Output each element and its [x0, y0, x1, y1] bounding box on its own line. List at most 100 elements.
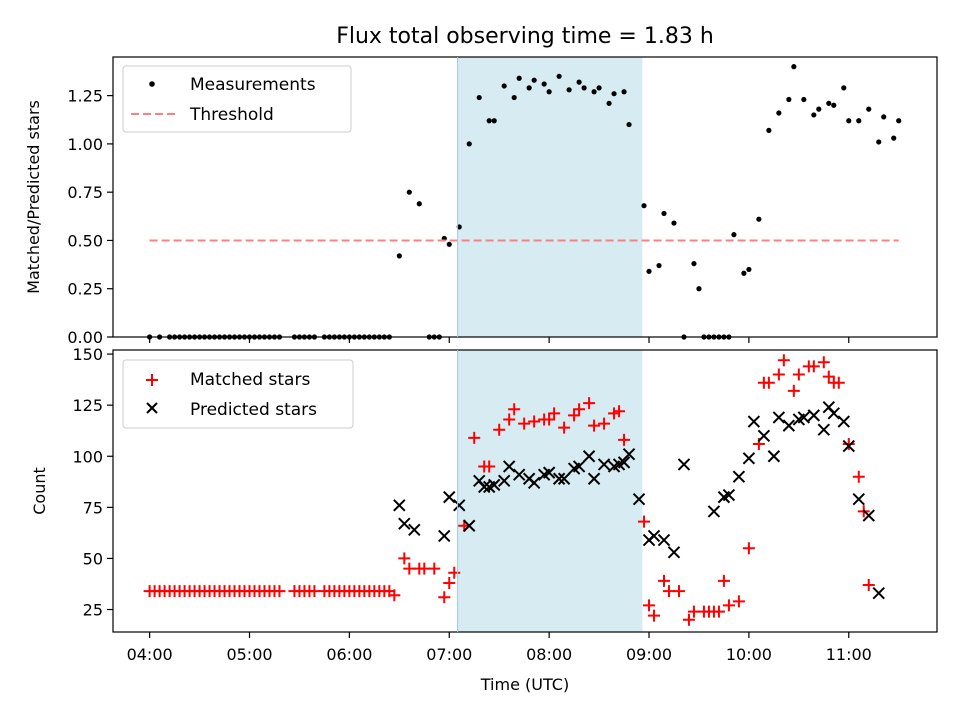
measurement-point — [846, 118, 852, 124]
predicted-star-point — [478, 480, 491, 494]
x-tick-label: 05:00 — [226, 645, 272, 664]
predicted-star-point — [852, 492, 865, 506]
x-tick-label: 09:00 — [626, 645, 672, 664]
predicted-star-point — [647, 529, 661, 543]
x-tick-label: 11:00 — [826, 645, 872, 664]
legend-measurements-label: Measurements — [190, 75, 316, 95]
matched-star-point — [583, 397, 596, 410]
matched-star-point — [792, 368, 805, 381]
predicted-star-point — [747, 415, 761, 428]
matched-star-point — [822, 370, 835, 383]
measurement-point — [776, 110, 782, 116]
measurement-point — [486, 118, 492, 124]
measurement-point — [671, 220, 677, 226]
measurement-point — [801, 96, 807, 103]
matched-star-point — [493, 423, 506, 436]
matched-star-point — [832, 376, 845, 389]
predicted-star-point — [527, 476, 541, 490]
matched-star-point — [438, 591, 451, 604]
predicted-star-point — [502, 460, 516, 473]
predicted-star-point — [842, 439, 855, 453]
top-y-axis-label: Matched/Predicted stars — [24, 100, 43, 294]
legend-predicted-label: Predicted stars — [190, 400, 317, 420]
measurement-point — [826, 100, 832, 106]
matched-star-point — [807, 360, 820, 373]
measurement-point — [501, 83, 507, 89]
legend-matched-marker — [146, 374, 158, 386]
legend-matched-label: Matched stars — [190, 370, 310, 390]
predicted-star-point — [542, 466, 556, 479]
measurement-point — [896, 118, 902, 124]
bottom-legend: Matched stars Predicted stars — [122, 359, 354, 429]
measurement-point — [646, 268, 652, 274]
predicted-star-point — [438, 529, 451, 543]
predicted-star-point — [557, 472, 571, 485]
measurement-point — [576, 79, 582, 85]
x-tick-label: 07:00 — [426, 645, 472, 664]
top-legend: Measurements Threshold — [122, 65, 352, 133]
predicted-star-point — [817, 423, 831, 436]
y-tick-label: 50 — [83, 549, 103, 568]
matched-star-point — [817, 356, 830, 369]
matched-star-point — [508, 403, 521, 416]
matched-star-point — [712, 605, 725, 618]
matched-star-point — [588, 419, 601, 432]
matched-star-point — [518, 417, 531, 430]
measurement-point — [641, 203, 647, 209]
y-tick-label: 0.75 — [67, 183, 103, 202]
predicted-star-point — [807, 409, 821, 422]
chart-title: Flux total observing time = 1.83 h — [336, 24, 714, 49]
predicted-star-point — [837, 415, 850, 428]
measurement-point — [591, 89, 597, 95]
matched-star-point — [573, 403, 586, 416]
predicted-star-point — [772, 411, 786, 424]
measurement-point — [831, 102, 837, 108]
measurement-point — [766, 127, 772, 133]
matched-star-point — [548, 407, 561, 420]
y-tick-label: 0.00 — [67, 328, 103, 347]
measurement-point — [881, 114, 887, 120]
measurement-point — [596, 85, 602, 91]
predicted-star-point — [512, 468, 526, 481]
predicted-star-point — [732, 470, 746, 483]
predicted-star-point — [782, 419, 796, 432]
predicted-star-point — [657, 533, 671, 547]
matched-star-point — [717, 574, 730, 587]
predicted-star-point — [497, 474, 511, 487]
top-panel: 0.00 0.25 0.50 0.75 1.00 1.25 Matched/Predict… — [24, 56, 938, 347]
predicted-star-point — [398, 517, 411, 530]
matched-star-point — [568, 409, 581, 422]
predicted-star-point — [797, 411, 811, 424]
matched-star-point — [443, 576, 456, 589]
predicted-star-point — [767, 450, 781, 463]
measurement-point — [696, 286, 702, 292]
measurement-point — [581, 85, 587, 91]
measurement-point — [891, 135, 897, 141]
measurement-point — [556, 73, 562, 79]
measurement-point — [446, 241, 452, 247]
y-tick-label: 0.25 — [67, 280, 103, 299]
matched-star-point — [398, 552, 411, 565]
predicted-star-point — [587, 472, 601, 485]
measurement-point — [491, 118, 497, 124]
measurement-point — [511, 94, 517, 101]
matched-star-point — [558, 421, 571, 434]
measurement-point — [466, 141, 472, 147]
y-tick-label: 25 — [83, 601, 103, 620]
matched-star-point — [643, 599, 656, 612]
predicted-star-point — [742, 452, 756, 465]
predicted-star-point — [453, 499, 466, 512]
y-tick-label: 100 — [72, 447, 103, 466]
measurement-point — [626, 121, 632, 128]
measurement-point — [656, 262, 662, 269]
predicted-star-point — [582, 450, 596, 463]
measurement-point — [866, 106, 872, 112]
predicted-star-point — [408, 523, 421, 537]
matched-star-point — [483, 460, 496, 473]
measurement-point — [816, 106, 822, 112]
predicted-star-point — [393, 499, 406, 512]
matched-star-point — [842, 438, 855, 450]
matched-star-point — [428, 562, 441, 575]
predicted-star-point — [622, 448, 636, 461]
matched-star-point — [862, 579, 875, 591]
